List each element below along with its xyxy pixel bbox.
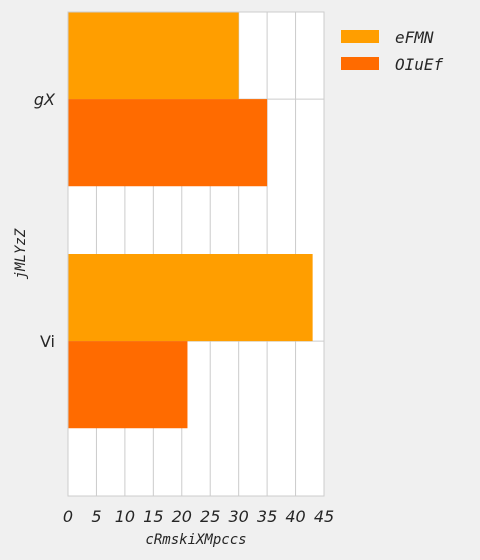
- x-tick-label: 5: [91, 507, 101, 526]
- legend-swatch-oiuef: [341, 57, 379, 70]
- bar-efmn-gx: [68, 12, 239, 100]
- legend: eFMN OIuEf: [341, 28, 444, 74]
- legend-label-efmn: eFMN: [395, 28, 434, 47]
- x-tick-labels: 0 5 10 15 20 25 30 35 40 45: [63, 507, 334, 526]
- x-tick-label: 40: [285, 507, 305, 526]
- legend-swatch-efmn: [341, 30, 379, 43]
- x-tick-label: 45: [314, 507, 334, 526]
- bar-group: [68, 12, 313, 429]
- plot-frame: [67, 11, 325, 497]
- bar-oiuef-vi: [68, 341, 188, 429]
- x-tick-label: 25: [200, 507, 220, 526]
- x-tick-label: 0: [63, 507, 73, 526]
- y-tick-label: Vi: [40, 332, 55, 351]
- y-tick-label: gX: [34, 90, 56, 109]
- bar-efmn-vi: [68, 254, 313, 342]
- bar-oiuef-gx: [68, 99, 268, 187]
- x-tick-label: 30: [228, 507, 248, 526]
- y-tick-labels: gX Vi: [34, 90, 56, 351]
- legend-label-oiuef: OIuEf: [395, 55, 444, 74]
- y-axis-title: jMLYzZ: [13, 228, 29, 279]
- x-tick-label: 35: [257, 507, 277, 526]
- x-tick-label: 10: [115, 507, 135, 526]
- x-tick-label: 20: [172, 507, 192, 526]
- x-tick-label: 15: [143, 507, 163, 526]
- x-axis-title: cRmskiXMpccs: [145, 532, 246, 548]
